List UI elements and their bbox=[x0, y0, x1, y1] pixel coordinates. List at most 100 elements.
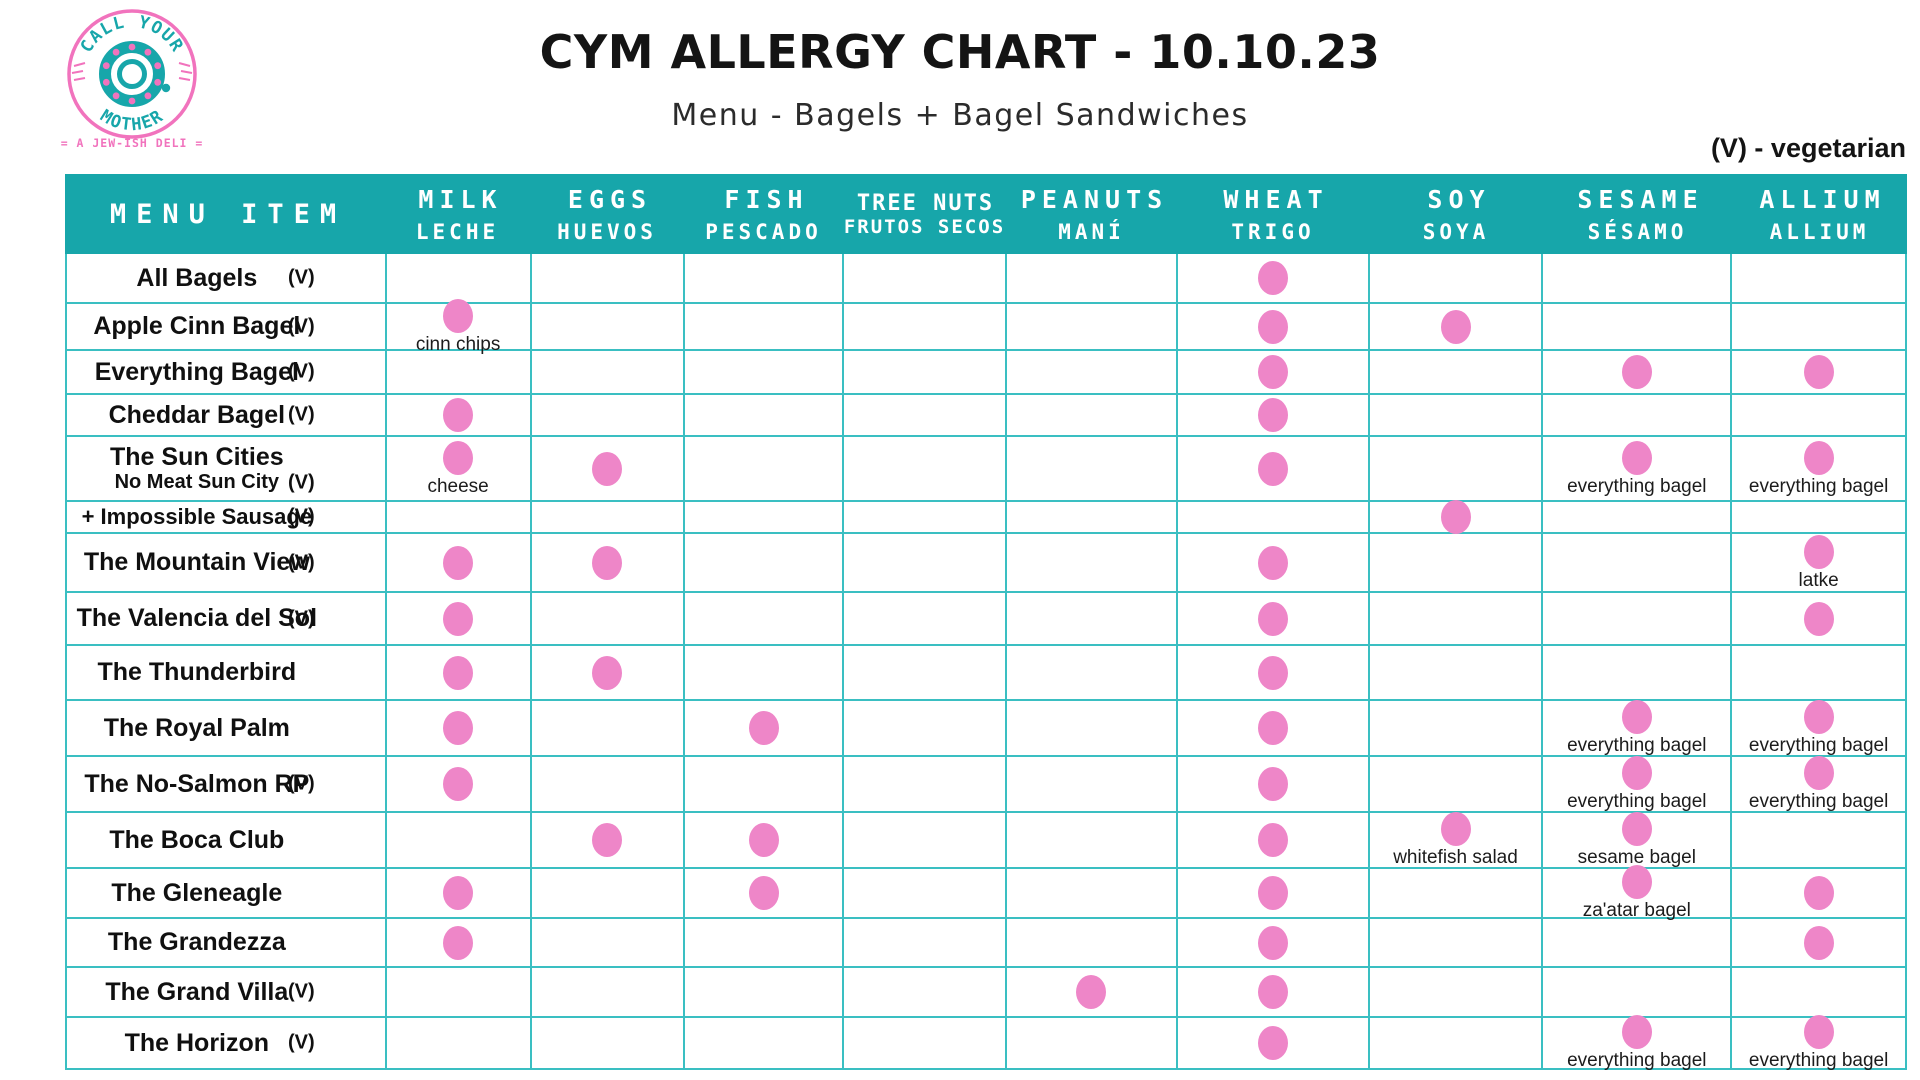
menu-row: The Gleneagle za'atar bagel bbox=[65, 865, 1908, 920]
allergen-cell-allium bbox=[1732, 869, 1908, 917]
table-body: All Bagels (V) Apple Cinn Bagel (V) cinn chi… bbox=[65, 254, 1908, 1070]
veg-marker: (V) bbox=[287, 315, 315, 337]
menu-item-name: The Mountain View bbox=[83, 548, 310, 577]
menu-item-cell: The Grandezza bbox=[67, 919, 387, 966]
menu-item-line: + Impossible Sausage (V) bbox=[67, 504, 385, 529]
menu-row: The Horizon (V) everything bagel everything… bbox=[65, 1015, 1908, 1070]
menu-row: Apple Cinn Bagel (V) cinn chips bbox=[65, 298, 1908, 354]
allergen-cell-eggs bbox=[532, 1018, 686, 1068]
allergen-cell-eggs bbox=[532, 593, 686, 644]
allergen-cell-eggs bbox=[532, 351, 686, 393]
menu-header-label: MENU ITEM bbox=[109, 198, 347, 230]
allergen-cell-milk: cheese bbox=[387, 437, 532, 500]
menu-item-line: The Valencia del Sol (V) bbox=[67, 604, 385, 633]
allergen-cell-soy bbox=[1370, 968, 1544, 1016]
allergen-cell-wheat bbox=[1178, 701, 1370, 755]
menu-item-line: The Sun Cities bbox=[67, 443, 385, 472]
allergen-dot-wheat bbox=[1257, 876, 1288, 910]
allergen-cell-soy bbox=[1370, 757, 1544, 811]
page-title: CYM ALLERGY CHART - 10.10.23 bbox=[539, 25, 1381, 79]
allergen-cell-treenuts bbox=[844, 869, 1007, 917]
allergen-dot-wheat bbox=[1257, 823, 1288, 857]
allergen-name-es: MANÍ bbox=[1058, 219, 1125, 244]
allergen-name-es: HUEVOS bbox=[557, 219, 657, 244]
allergen-cell-wheat bbox=[1178, 534, 1370, 591]
logo-side-marks bbox=[71, 62, 193, 81]
allergen-cell-soy bbox=[1370, 304, 1544, 349]
allergen-cell-sesame: everything bagel bbox=[1543, 437, 1733, 500]
allergen-cell-allium bbox=[1732, 395, 1908, 435]
allergen-dot-wheat bbox=[1257, 655, 1288, 690]
allergen-dot-soy bbox=[1440, 812, 1471, 847]
menu-item-cell: The Royal Palm bbox=[67, 701, 387, 755]
allergen-cell-fish bbox=[685, 701, 845, 755]
menu-item-line: The Boca Club bbox=[67, 826, 385, 855]
allergen-dot-sesame bbox=[1621, 440, 1652, 475]
allergen-cell-fish bbox=[685, 869, 845, 917]
menu-row: The Thunderbird bbox=[65, 646, 1908, 701]
allergen-dot-sesame bbox=[1621, 1015, 1652, 1050]
allergen-dot-eggs bbox=[592, 823, 623, 857]
menu-item-subline: No Meat Sun City (V) bbox=[67, 471, 385, 494]
veg-marker: (V) bbox=[287, 471, 315, 494]
allergen-cell-peanuts bbox=[1007, 534, 1178, 591]
menu-item-cell: The Valencia del Sol (V) bbox=[67, 593, 387, 644]
allergen-cell-eggs bbox=[532, 646, 686, 699]
allergen-dot-wheat bbox=[1257, 451, 1288, 486]
allergen-cell-allium bbox=[1732, 646, 1908, 699]
allergen-cell-fish bbox=[685, 351, 845, 393]
allergen-note: sesame bagel bbox=[1577, 847, 1696, 869]
allergen-dot-soy bbox=[1440, 309, 1471, 344]
allergen-cell-peanuts bbox=[1007, 304, 1178, 349]
allergen-cell-peanuts bbox=[1007, 351, 1178, 393]
menu-item-line: The Mountain View (V) bbox=[67, 548, 385, 577]
menu-item-line: The Grand Villa (V) bbox=[67, 978, 385, 1007]
allergen-cell-milk bbox=[387, 254, 532, 302]
header-cell-menu-item: MENU ITEM bbox=[65, 174, 385, 254]
allergen-dot-fish bbox=[748, 711, 779, 745]
allergen-cell-wheat bbox=[1178, 919, 1370, 966]
allergen-cell-soy bbox=[1370, 534, 1544, 591]
allergen-cell-fish bbox=[685, 968, 845, 1016]
allergen-cell-milk bbox=[387, 701, 532, 755]
header-cell-sesame: SESAME SÉSAMO bbox=[1543, 174, 1732, 254]
allergen-cell-soy bbox=[1370, 593, 1544, 644]
allergen-cell-sesame bbox=[1543, 968, 1733, 1016]
header-cell-allium: ALLIUM ALLIUM bbox=[1732, 174, 1907, 254]
header-cell-fish: FISH PESCADO bbox=[684, 174, 843, 254]
allergen-note: latke bbox=[1798, 569, 1839, 591]
allergen-cell-soy bbox=[1370, 869, 1544, 917]
allergen-dot-allium bbox=[1803, 601, 1834, 636]
allergen-cell-sesame bbox=[1543, 502, 1733, 532]
menu-item-name: The Horizon bbox=[124, 1028, 270, 1057]
veg-marker: (V) bbox=[287, 360, 315, 383]
allergen-cell-soy bbox=[1370, 437, 1544, 500]
allergen-cell-wheat bbox=[1178, 1018, 1370, 1068]
allergen-name-es: SÉSAMO bbox=[1587, 219, 1688, 244]
allergen-cell-milk bbox=[387, 502, 532, 532]
menu-item-cell: The Mountain View (V) bbox=[67, 534, 387, 591]
allergen-cell-soy bbox=[1370, 1018, 1544, 1068]
allergen-cell-allium bbox=[1732, 919, 1908, 966]
allergen-dot-milk bbox=[443, 440, 474, 475]
allergen-cell-milk bbox=[387, 534, 532, 591]
allergen-cell-wheat bbox=[1178, 254, 1370, 302]
allergen-cell-treenuts bbox=[844, 701, 1007, 755]
allergen-cell-treenuts bbox=[844, 351, 1007, 393]
allergen-name-es: LECHE bbox=[415, 219, 500, 244]
menu-item-line: The Royal Palm bbox=[67, 714, 385, 743]
menu-item-line: The Gleneagle bbox=[67, 879, 385, 908]
call-your-mother-logo: CALL YOUR MOTHER bbox=[67, 9, 197, 139]
menu-item-name: The No-Salmon RP bbox=[84, 769, 310, 798]
allergen-cell-fish bbox=[685, 646, 845, 699]
allergen-cell-eggs bbox=[532, 757, 686, 811]
allergen-cell-soy: whitefish salad bbox=[1370, 812, 1544, 867]
header-cell-peanuts: PEANUTS MANÍ bbox=[1006, 174, 1177, 254]
allergen-cell-treenuts bbox=[844, 502, 1007, 532]
rotary-dial-icon bbox=[99, 41, 171, 107]
allergen-cell-allium bbox=[1732, 304, 1908, 349]
menu-row: Cheddar Bagel (V) bbox=[65, 395, 1908, 437]
allergen-name-en: FISH bbox=[724, 184, 809, 214]
allergen-dot-milk bbox=[443, 601, 474, 636]
allergen-dot-sesame bbox=[1621, 865, 1652, 900]
